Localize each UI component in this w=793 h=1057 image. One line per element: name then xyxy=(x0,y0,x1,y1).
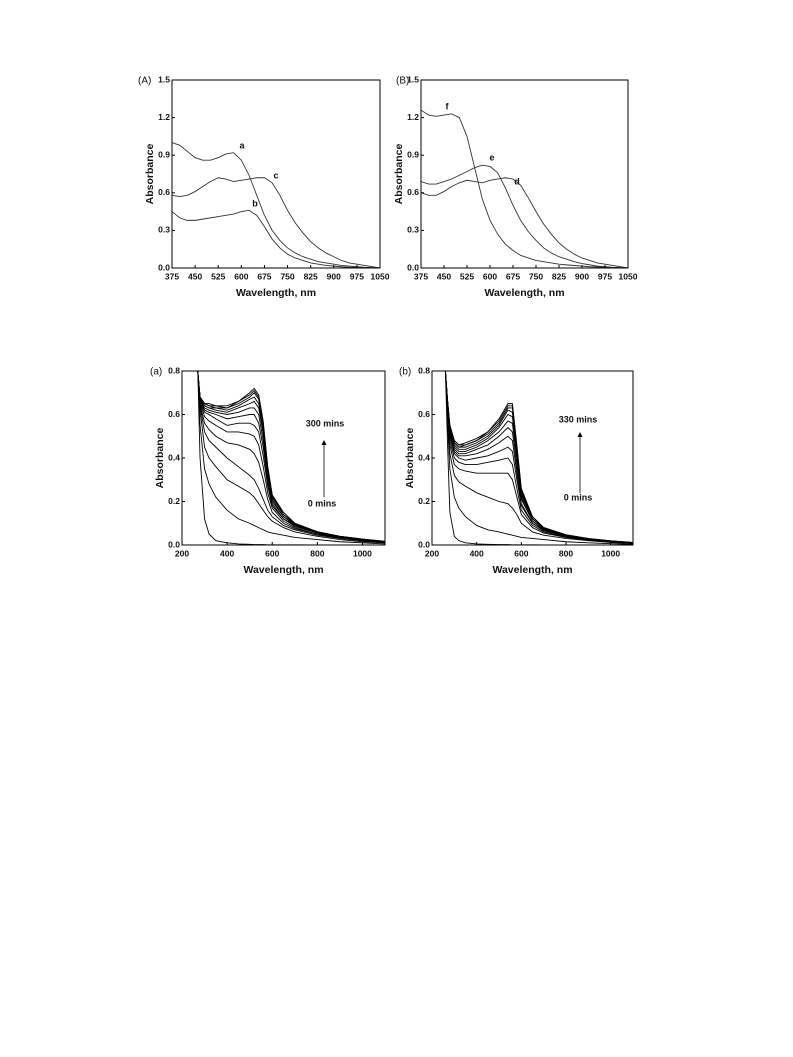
curve-label: a xyxy=(239,140,245,150)
x-tick-label: 900 xyxy=(327,271,341,281)
x-tick-label: 675 xyxy=(506,271,520,281)
y-tick-label: 0.0 xyxy=(158,262,170,272)
x-tick-label: 450 xyxy=(188,271,202,281)
y-tick-label: 0.3 xyxy=(158,225,170,235)
x-tick-label: 675 xyxy=(257,271,271,281)
spectrum-line xyxy=(197,371,385,544)
y-tick-label: 1.2 xyxy=(158,112,170,122)
y-tick-label: 0.4 xyxy=(168,452,180,462)
x-tick-label: 1000 xyxy=(601,548,620,558)
spectrum-line xyxy=(421,109,628,268)
x-tick-label: 375 xyxy=(414,271,428,281)
panel-label: (A) xyxy=(138,76,151,87)
y-axis-label: Absorbance xyxy=(154,428,166,489)
spectrum-line xyxy=(172,209,380,268)
x-tick-label: 525 xyxy=(211,271,225,281)
y-tick-label: 0.2 xyxy=(418,496,430,506)
x-tick-label: 600 xyxy=(514,548,528,558)
curve-label: b xyxy=(252,198,258,208)
annotation: 300 mins xyxy=(306,418,345,428)
curve-label: f xyxy=(446,101,450,111)
x-tick-label: 750 xyxy=(529,271,543,281)
panel-label: (a) xyxy=(150,367,162,378)
spectrum-line xyxy=(197,371,385,543)
spectrum-line xyxy=(444,371,633,545)
y-tick-label: 1.5 xyxy=(158,74,170,84)
y-tick-label: 0.9 xyxy=(407,149,419,159)
x-tick-label: 1050 xyxy=(371,271,390,281)
x-tick-label: 525 xyxy=(460,271,474,281)
panel-label: (B) xyxy=(396,76,409,87)
spectrum-line xyxy=(444,371,633,544)
x-tick-label: 450 xyxy=(437,271,451,281)
y-tick-label: 0.6 xyxy=(158,187,170,197)
x-tick-label: 1050 xyxy=(619,271,638,281)
spectrum-line xyxy=(444,371,633,545)
plot-frame xyxy=(171,79,381,269)
y-tick-label: 0.0 xyxy=(418,539,430,549)
annotation: 0 mins xyxy=(564,492,593,502)
y-tick-label: 0.6 xyxy=(418,409,430,419)
curve-label: c xyxy=(273,170,278,180)
x-tick-label: 900 xyxy=(575,271,589,281)
y-tick-label: 1.2 xyxy=(407,112,419,122)
y-tick-label: 1.5 xyxy=(407,74,419,84)
y-axis-label: Absorbance xyxy=(404,428,416,489)
annotation: 330 mins xyxy=(559,414,598,424)
arrow-head xyxy=(321,440,327,445)
x-tick-label: 1000 xyxy=(353,548,372,558)
y-tick-label: 0.6 xyxy=(407,187,419,197)
curve-label: d xyxy=(514,176,520,186)
x-tick-label: 400 xyxy=(470,548,484,558)
y-tick-label: 0.0 xyxy=(168,539,180,549)
y-axis-label: Absorbance xyxy=(144,144,156,205)
spectrum-line xyxy=(197,371,385,544)
spectrum-line xyxy=(444,371,633,543)
curve-label: e xyxy=(489,152,494,162)
y-tick-label: 0.0 xyxy=(407,262,419,272)
chart: 200 400 600 800 1000 0.0 0.2 0.4 0.6 0.8 Wavelengt… xyxy=(399,365,634,576)
x-tick-label: 975 xyxy=(350,271,364,281)
plot-frame xyxy=(420,79,629,269)
x-tick-label: 800 xyxy=(310,548,324,558)
x-axis-label: Wavelength, nm xyxy=(236,287,316,299)
x-tick-label: 600 xyxy=(265,548,279,558)
x-tick-label: 800 xyxy=(559,548,573,558)
spectrum-line xyxy=(421,164,628,268)
chart: a b c 375 450 525 600 675 750 825 900 975 1050 0.0 0.3… xyxy=(138,74,390,299)
x-tick-label: 975 xyxy=(598,271,612,281)
y-tick-label: 0.4 xyxy=(418,452,430,462)
x-tick-label: 200 xyxy=(425,548,439,558)
x-tick-label: 825 xyxy=(552,271,566,281)
spectrum-line xyxy=(197,371,385,542)
y-tick-label: 0.8 xyxy=(418,365,430,375)
x-tick-label: 600 xyxy=(483,271,497,281)
y-tick-label: 0.9 xyxy=(158,149,170,159)
y-axis-label: Absorbance xyxy=(393,144,405,205)
x-tick-label: 375 xyxy=(165,271,179,281)
panel-label: (b) xyxy=(399,367,411,378)
x-tick-label: 750 xyxy=(280,271,294,281)
y-tick-label: 0.3 xyxy=(407,225,419,235)
y-tick-label: 0.6 xyxy=(168,409,180,419)
spectrum-line xyxy=(421,177,628,268)
x-axis-label: Wavelength, nm xyxy=(492,564,572,576)
x-tick-label: 400 xyxy=(220,548,234,558)
x-tick-label: 825 xyxy=(304,271,318,281)
chart: f e d 375 450 525 600 675 750 825 900 975 1050 0.0 0.3… xyxy=(393,74,638,299)
spectrum-line xyxy=(172,142,380,268)
y-tick-label: 0.8 xyxy=(168,365,180,375)
x-tick-label: 600 xyxy=(234,271,248,281)
spectrum-line xyxy=(197,371,385,545)
x-axis-label: Wavelength, nm xyxy=(484,287,564,299)
arrow-head xyxy=(577,432,583,437)
x-tick-label: 200 xyxy=(175,548,189,558)
spectrum-line xyxy=(172,177,380,268)
annotation: 0 mins xyxy=(308,498,337,508)
chart: 200 400 600 800 1000 0.0 0.2 0.4 0.6 0.8 Wavelengt… xyxy=(150,365,386,576)
x-axis-label: Wavelength, nm xyxy=(243,564,323,576)
y-tick-label: 0.2 xyxy=(168,496,180,506)
